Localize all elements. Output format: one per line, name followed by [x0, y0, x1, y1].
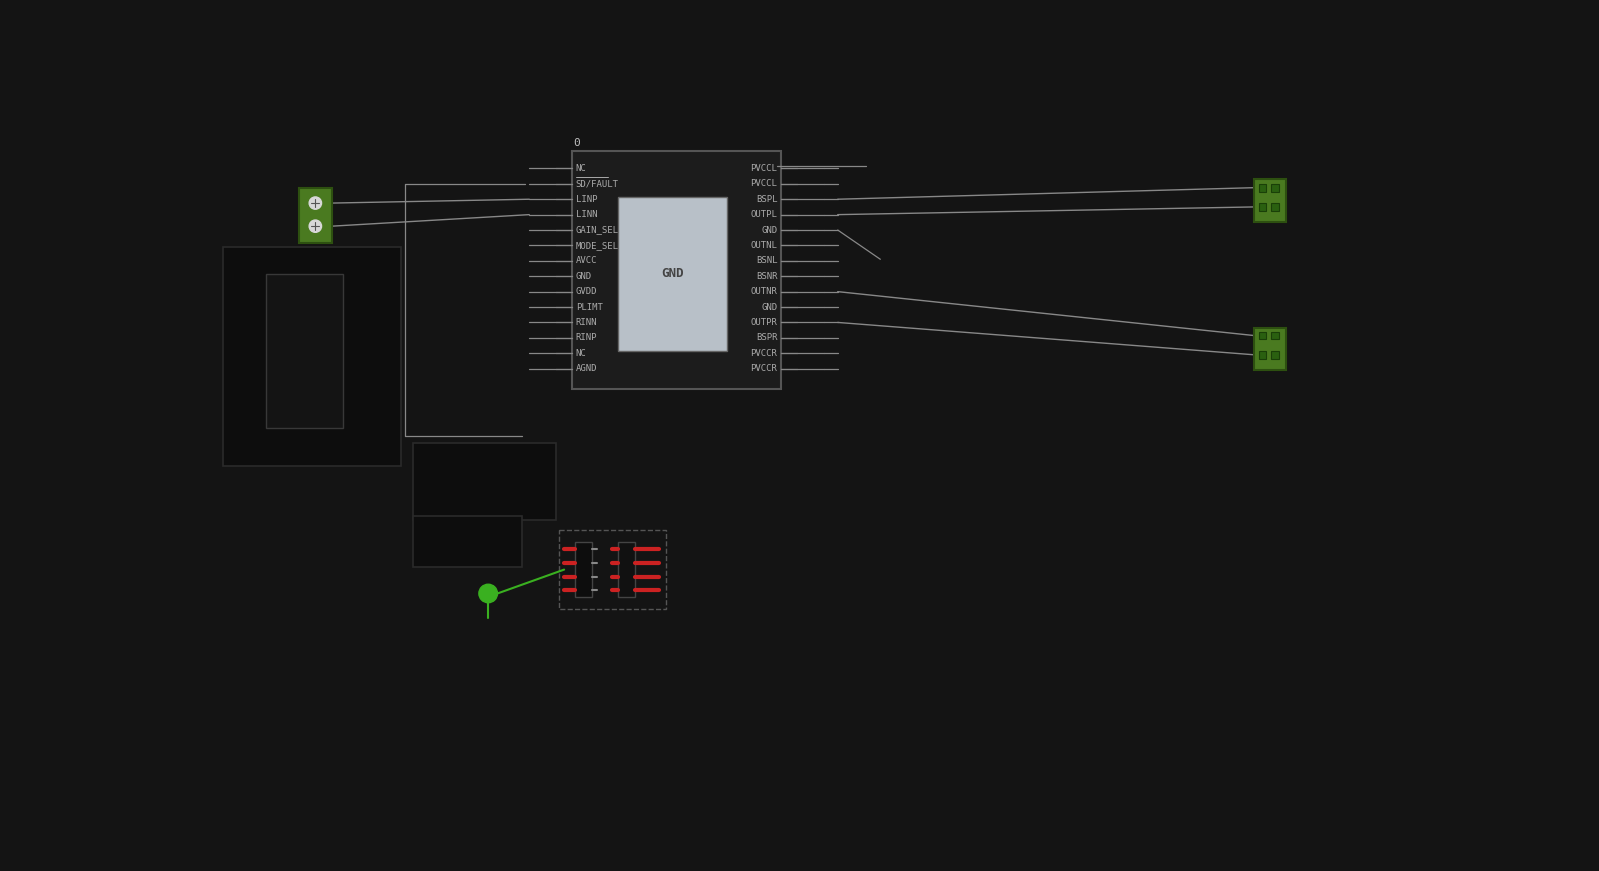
- Text: RINN: RINN: [576, 318, 598, 327]
- Bar: [299, 187, 331, 243]
- Text: NC: NC: [576, 348, 587, 358]
- Text: PVCCR: PVCCR: [750, 364, 777, 373]
- Bar: [413, 443, 556, 520]
- Bar: [1258, 184, 1266, 192]
- Bar: [576, 542, 592, 598]
- Bar: [1258, 203, 1266, 211]
- Bar: [1271, 351, 1279, 359]
- Text: GND: GND: [576, 272, 592, 280]
- Text: BSPL: BSPL: [756, 195, 777, 204]
- Text: RINP: RINP: [576, 334, 598, 342]
- Circle shape: [309, 197, 321, 209]
- Text: GND: GND: [662, 267, 684, 280]
- Text: AVCC: AVCC: [576, 256, 598, 266]
- Bar: [224, 247, 401, 466]
- Text: PVCCR: PVCCR: [750, 348, 777, 358]
- Bar: [1271, 203, 1279, 211]
- Bar: [265, 273, 344, 428]
- Circle shape: [478, 584, 497, 603]
- Text: SD/FAULT: SD/FAULT: [576, 179, 619, 188]
- Bar: [1254, 179, 1287, 221]
- Bar: [1258, 332, 1266, 340]
- Bar: [1254, 327, 1287, 370]
- Bar: [413, 517, 521, 566]
- Bar: [619, 197, 728, 351]
- Text: MODE_SEL: MODE_SEL: [576, 241, 619, 250]
- Text: OUTNL: OUTNL: [750, 241, 777, 250]
- Bar: [1271, 332, 1279, 340]
- Text: NC: NC: [576, 164, 587, 173]
- Text: GVDD: GVDD: [576, 287, 598, 296]
- Text: PLIMT: PLIMT: [576, 302, 603, 312]
- Text: BSPR: BSPR: [756, 334, 777, 342]
- Text: PVCCL: PVCCL: [750, 179, 777, 188]
- Text: PVCCL: PVCCL: [750, 164, 777, 173]
- Text: LINP: LINP: [576, 195, 598, 204]
- Text: BSNL: BSNL: [756, 256, 777, 266]
- Text: BSNR: BSNR: [756, 272, 777, 280]
- Text: GND: GND: [761, 226, 777, 234]
- Text: LINN: LINN: [576, 210, 598, 219]
- Text: OUTPL: OUTPL: [750, 210, 777, 219]
- Text: AGND: AGND: [576, 364, 598, 373]
- Bar: [619, 542, 635, 598]
- Text: OUTPR: OUTPR: [750, 318, 777, 327]
- Text: OUTNR: OUTNR: [750, 287, 777, 296]
- Text: GND: GND: [761, 302, 777, 312]
- Bar: [572, 151, 782, 389]
- Bar: [1258, 351, 1266, 359]
- Text: GAIN_SEL: GAIN_SEL: [576, 226, 619, 234]
- Bar: [1271, 184, 1279, 192]
- Text: 0: 0: [574, 138, 580, 148]
- Circle shape: [309, 220, 321, 233]
